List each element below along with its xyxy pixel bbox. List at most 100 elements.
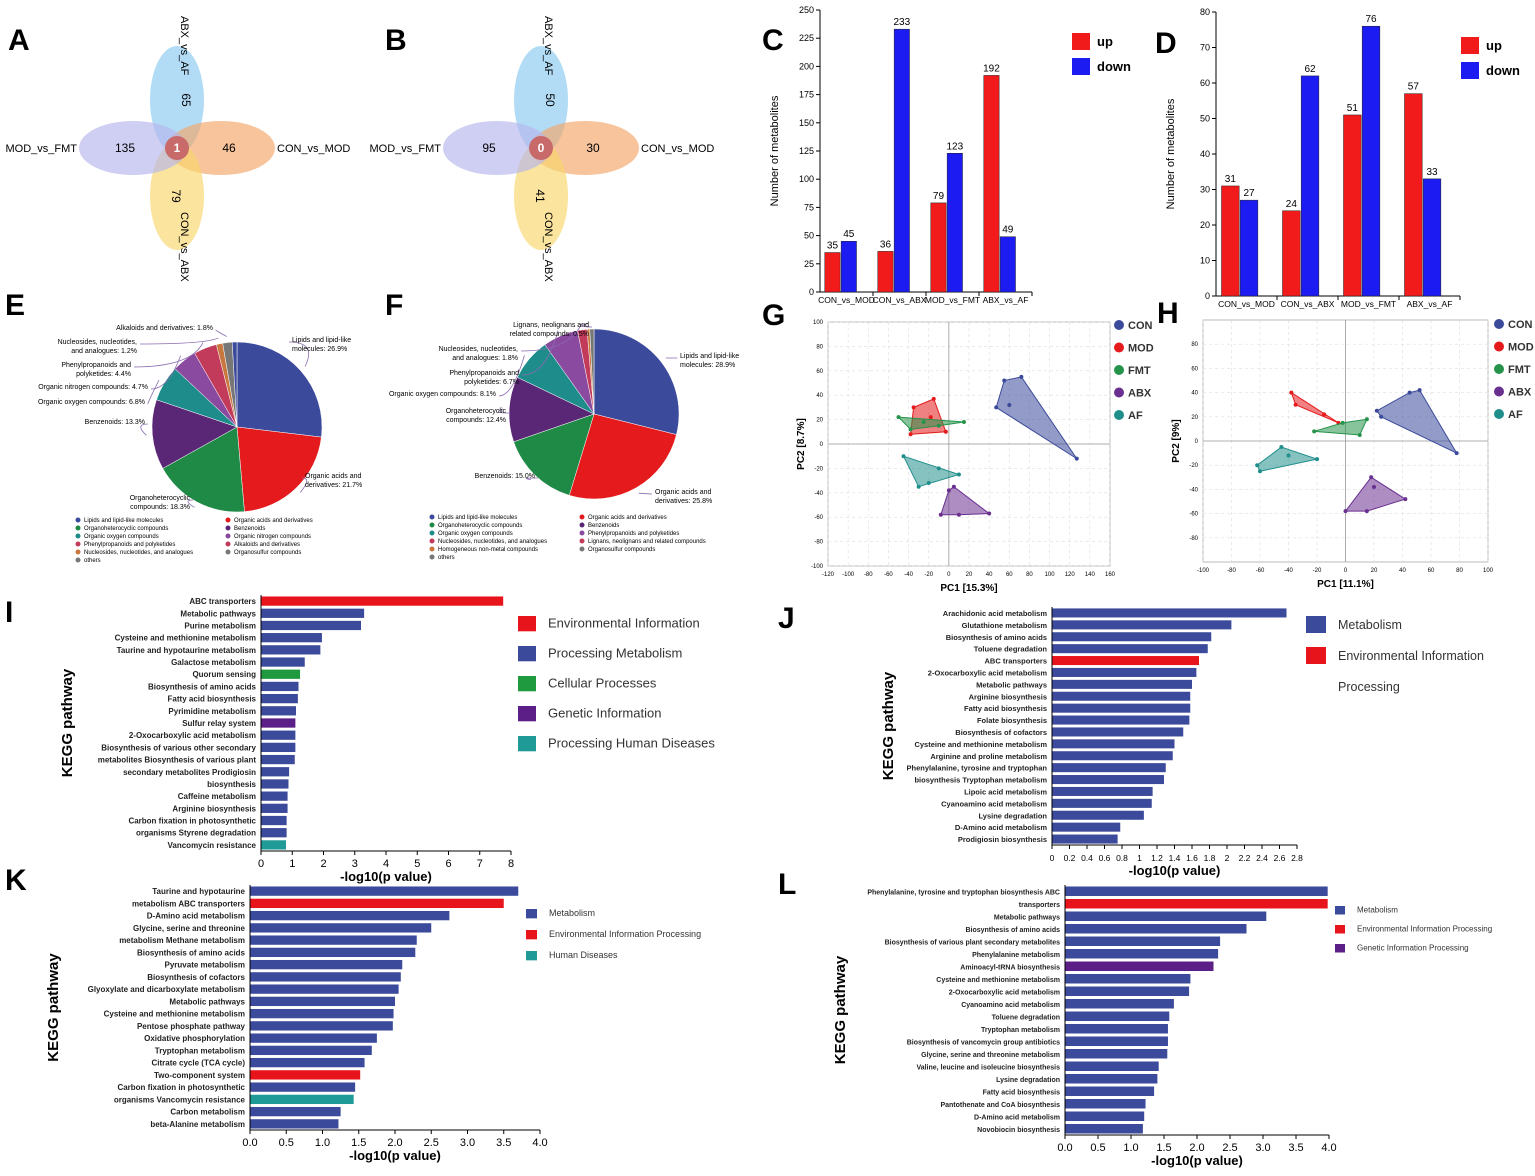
y-axis-title: KEGG pathway	[880, 671, 897, 780]
pathway-label: Metabolic pathways	[169, 997, 245, 1006]
x-tick-label: 1.8	[1204, 853, 1216, 863]
group-hull-AF	[902, 455, 961, 488]
pathway-label: Pyrimidine metabolism	[168, 707, 256, 716]
x-tick-label: ABX_vs_AF	[1407, 299, 1453, 309]
x-tick-label: 2.4	[1256, 853, 1268, 863]
legend-dot	[1494, 319, 1504, 329]
pathway-label: Glycine, serine and threonine	[133, 924, 246, 933]
pathway-label: 2-Oxocarboxylic acid metabolism	[129, 731, 256, 740]
venn-count: 79	[169, 189, 183, 203]
data-point	[1074, 456, 1079, 461]
bar-met	[1052, 822, 1121, 832]
pie-leader	[140, 423, 149, 436]
x-tick-label: 0.0	[242, 1137, 257, 1149]
pathway-label: Biosynthesis of amino acids	[965, 927, 1060, 934]
x-tick-label: 1	[1137, 853, 1142, 863]
pathway-label: Aminoacyl-tRNA biosynthesis	[960, 964, 1060, 971]
group-hull-ABX	[940, 486, 991, 516]
bar-value-label: 36	[880, 239, 892, 250]
y-tick-label: 100	[799, 174, 814, 184]
panel-letter: C	[762, 24, 784, 57]
x-tick-label: 2.0	[387, 1137, 402, 1149]
x-tick-label: MOD_vs_FMT	[1341, 299, 1396, 309]
y-tick-label: 50	[804, 231, 814, 241]
bar-met	[1052, 703, 1191, 713]
bar-met	[1065, 999, 1174, 1009]
pathway-label: Carbon fixation in photosynthetic	[117, 1083, 245, 1092]
legend-label: Processing Metabolism	[548, 646, 682, 661]
x-tick-label: 2.5	[1222, 1142, 1237, 1154]
pie-slice	[231, 341, 238, 428]
data-point	[931, 396, 936, 401]
legend-label: Alkaloids and derivatives	[234, 542, 300, 548]
legend-label: Organoheterocyclic compounds	[84, 526, 168, 532]
pie-slice-label: Lipids and lipid-like	[680, 353, 739, 360]
pathway-label: D-Amino acid metabolism	[955, 823, 1047, 832]
venn-set-label: CON_vs_MOD	[277, 143, 350, 155]
y-tick-label: 20	[1200, 220, 1210, 230]
pie-slice-label: Phenylpropanoids and	[61, 362, 131, 369]
bar-met	[1052, 667, 1197, 677]
venn-count: 95	[482, 141, 496, 155]
legend-label: AF	[1128, 410, 1143, 422]
pie-leader	[150, 355, 181, 390]
bar-down	[840, 240, 857, 293]
legend-swatch	[1461, 37, 1479, 54]
bar-met	[1052, 798, 1152, 808]
pathway-label: biosynthesis	[207, 780, 256, 789]
legend-label: ABX	[1508, 387, 1532, 399]
x-tick-label: -20	[924, 572, 933, 578]
x-tick-label: 4.0	[532, 1137, 547, 1149]
y-tick-label: -60	[814, 515, 823, 521]
y-tick-label: 80	[816, 344, 823, 350]
bar-met	[1052, 751, 1173, 761]
legend-swatch	[518, 646, 536, 662]
bar-met	[250, 1082, 356, 1092]
legend-dot	[75, 549, 81, 555]
bar-value-label: 62	[1304, 64, 1316, 75]
x-tick-label: 140	[1085, 572, 1096, 578]
data-point	[1002, 378, 1007, 383]
data-point	[1403, 497, 1408, 502]
data-point	[1019, 374, 1024, 379]
y-tick-label: 20	[816, 418, 823, 424]
bar-value-label: 33	[1426, 167, 1438, 178]
bar-met	[250, 1033, 377, 1043]
pathway-label: Biosynthesis of various other secondary	[101, 743, 256, 752]
pathway-label: Arginine biosynthesis	[969, 692, 1047, 701]
bar-down	[1361, 25, 1381, 297]
legend-label: Genetic Information Processing	[1357, 944, 1469, 953]
pathway-label: Fatty acid biosynthesis	[964, 704, 1047, 713]
x-axis-title: -log10(p value)	[1129, 863, 1221, 878]
legend-label: FMT	[1508, 364, 1531, 376]
bar-value-label: 35	[827, 241, 839, 252]
bar-met	[1065, 1011, 1170, 1021]
bar-env	[1052, 656, 1199, 666]
legend-dot	[75, 525, 81, 531]
legend-label: others	[438, 555, 455, 561]
legend-dot	[429, 554, 435, 560]
bar-chart: 0 25 50 75 100 125 150 175 200 225 250 Number of me…	[769, 5, 1131, 305]
legend-label: MOD	[1128, 343, 1154, 355]
bar-met	[1065, 911, 1267, 921]
bar-met	[1052, 608, 1287, 618]
panel-letter: L	[778, 868, 796, 901]
panel-letter: I	[5, 596, 13, 629]
bar-hum	[261, 840, 286, 850]
bar-met	[250, 1008, 394, 1019]
kegg-bar-chart: Phenylalanine, tyrosine and tryptophan b…	[832, 885, 1337, 1168]
venn-set-label: ABX_vs_AF	[178, 16, 190, 76]
y-tick-label: 70	[1200, 43, 1210, 53]
x-tick-label: 20	[966, 572, 973, 578]
bar-met	[1052, 632, 1212, 642]
pathway-label: D-Amino acid metabolism	[147, 912, 245, 921]
pie-slice-label: Nucleosides, nucleotides,	[58, 339, 137, 346]
venn-count: 135	[115, 141, 135, 155]
legend-dot	[579, 530, 585, 536]
x-tick-label: 0	[1344, 568, 1348, 574]
pathway-label: Tryptophan metabolism	[155, 1046, 245, 1055]
y-tick-label: -20	[814, 466, 823, 472]
data-point	[1255, 463, 1260, 468]
pathway-label: Purine metabolism	[184, 621, 256, 630]
pathway-label: Sulfur relay system	[182, 719, 256, 728]
